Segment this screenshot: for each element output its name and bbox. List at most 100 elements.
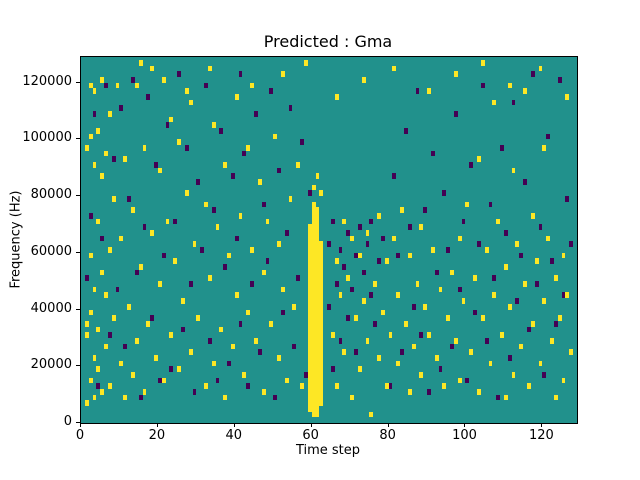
heatmap-cell bbox=[304, 59, 308, 66]
heatmap-cell bbox=[477, 388, 481, 395]
y-tick-label: 40000 bbox=[30, 300, 72, 316]
heatmap-cell bbox=[569, 241, 574, 248]
heatmap-cell bbox=[142, 388, 147, 395]
y-tick-label: 0 bbox=[63, 414, 72, 429]
heatmap-cell bbox=[123, 394, 128, 401]
heatmap-band bbox=[315, 207, 320, 418]
heatmap-cell bbox=[269, 320, 274, 327]
heatmap-cell bbox=[169, 366, 174, 372]
heatmap-cell bbox=[307, 190, 312, 197]
heatmap-cell bbox=[84, 320, 89, 327]
heatmap-cell bbox=[542, 298, 547, 304]
heatmap-cell bbox=[246, 383, 251, 389]
heatmap-cell bbox=[280, 309, 285, 316]
heatmap-cell bbox=[184, 144, 189, 151]
heatmap-cell bbox=[161, 252, 166, 259]
x-tick-label: 80 bbox=[379, 428, 396, 443]
heatmap-cell bbox=[296, 161, 301, 168]
heatmap-cell bbox=[277, 241, 281, 248]
heatmap-cell bbox=[565, 93, 570, 100]
heatmap-cell bbox=[261, 201, 266, 208]
heatmap-cell bbox=[388, 383, 393, 389]
heatmap-cell bbox=[215, 224, 220, 231]
heatmap-cell bbox=[242, 150, 247, 157]
heatmap-cell bbox=[227, 252, 231, 259]
heatmap-cell bbox=[165, 122, 170, 128]
y-tick-label: 20000 bbox=[30, 357, 72, 373]
heatmap-cell bbox=[96, 326, 101, 333]
heatmap-cell bbox=[527, 326, 531, 333]
heatmap-cell bbox=[130, 207, 135, 214]
heatmap-cell bbox=[250, 82, 255, 89]
heatmap-cell bbox=[111, 315, 116, 321]
heatmap-cell bbox=[200, 247, 205, 253]
heatmap-cell bbox=[392, 173, 397, 179]
heatmap-cell bbox=[527, 383, 531, 389]
heatmap-cell bbox=[357, 252, 362, 259]
heatmap-cell bbox=[500, 332, 504, 338]
heatmap-cell bbox=[288, 196, 293, 202]
heatmap-cell bbox=[173, 218, 178, 225]
heatmap-cell bbox=[330, 332, 335, 338]
heatmap-cell bbox=[104, 82, 108, 89]
heatmap-cell bbox=[377, 354, 381, 361]
heatmap-cell bbox=[361, 76, 366, 83]
heatmap-cell bbox=[338, 292, 343, 299]
heatmap-cell bbox=[519, 252, 524, 259]
heatmap-cell bbox=[427, 388, 431, 395]
heatmap-cell bbox=[446, 247, 451, 253]
heatmap-cell bbox=[219, 326, 224, 333]
heatmap-cell bbox=[353, 315, 358, 321]
heatmap-cell bbox=[288, 105, 293, 111]
heatmap-cell bbox=[92, 286, 97, 293]
heatmap-cell bbox=[511, 99, 516, 106]
heatmap-cell bbox=[561, 292, 566, 299]
heatmap-cell bbox=[507, 303, 512, 310]
heatmap-cell bbox=[400, 207, 404, 214]
heatmap-cell bbox=[511, 371, 516, 378]
heatmap-cell bbox=[530, 213, 535, 219]
heatmap-cell bbox=[254, 337, 258, 344]
heatmap-cell bbox=[427, 88, 431, 94]
heatmap-cell bbox=[234, 93, 239, 100]
heatmap-cell bbox=[334, 383, 339, 389]
heatmap-cell bbox=[254, 110, 258, 117]
heatmap-cell bbox=[461, 218, 466, 225]
heatmap-cell bbox=[157, 377, 162, 384]
heatmap-cell bbox=[92, 161, 97, 168]
heatmap-cell bbox=[188, 349, 193, 355]
heatmap-cell bbox=[542, 144, 547, 151]
heatmap-cell bbox=[104, 343, 108, 350]
heatmap-cell bbox=[319, 190, 324, 197]
heatmap-cell bbox=[438, 366, 443, 372]
heatmap-cell bbox=[484, 337, 489, 344]
heatmap-cell bbox=[407, 388, 412, 395]
heatmap-cell bbox=[507, 82, 512, 89]
heatmap-cell bbox=[380, 309, 385, 316]
heatmap-cell bbox=[92, 394, 97, 401]
heatmap-cell bbox=[534, 258, 539, 265]
heatmap-cell bbox=[457, 377, 462, 384]
heatmap-cell bbox=[446, 315, 451, 321]
heatmap-cell bbox=[457, 286, 462, 293]
heatmap-band bbox=[311, 201, 316, 418]
heatmap-cell bbox=[330, 218, 335, 225]
heatmap-band bbox=[307, 224, 312, 412]
heatmap-cell bbox=[515, 241, 520, 248]
heatmap-cell bbox=[84, 332, 89, 338]
heatmap-cell bbox=[238, 213, 243, 219]
heatmap-cell bbox=[450, 343, 454, 350]
y-tick-label: 60000 bbox=[30, 243, 72, 259]
heatmap-cell bbox=[150, 315, 155, 321]
y-tick-mark bbox=[76, 422, 80, 423]
heatmap-cell bbox=[154, 161, 158, 168]
heatmap-cell bbox=[96, 218, 101, 225]
heatmap-cell bbox=[430, 247, 435, 253]
heatmap-cell bbox=[184, 190, 189, 197]
heatmap-cell bbox=[357, 224, 362, 231]
heatmap-cell bbox=[192, 241, 197, 248]
heatmap-cell bbox=[342, 218, 347, 225]
heatmap-cell bbox=[96, 366, 101, 372]
heatmap-cell bbox=[234, 292, 239, 299]
